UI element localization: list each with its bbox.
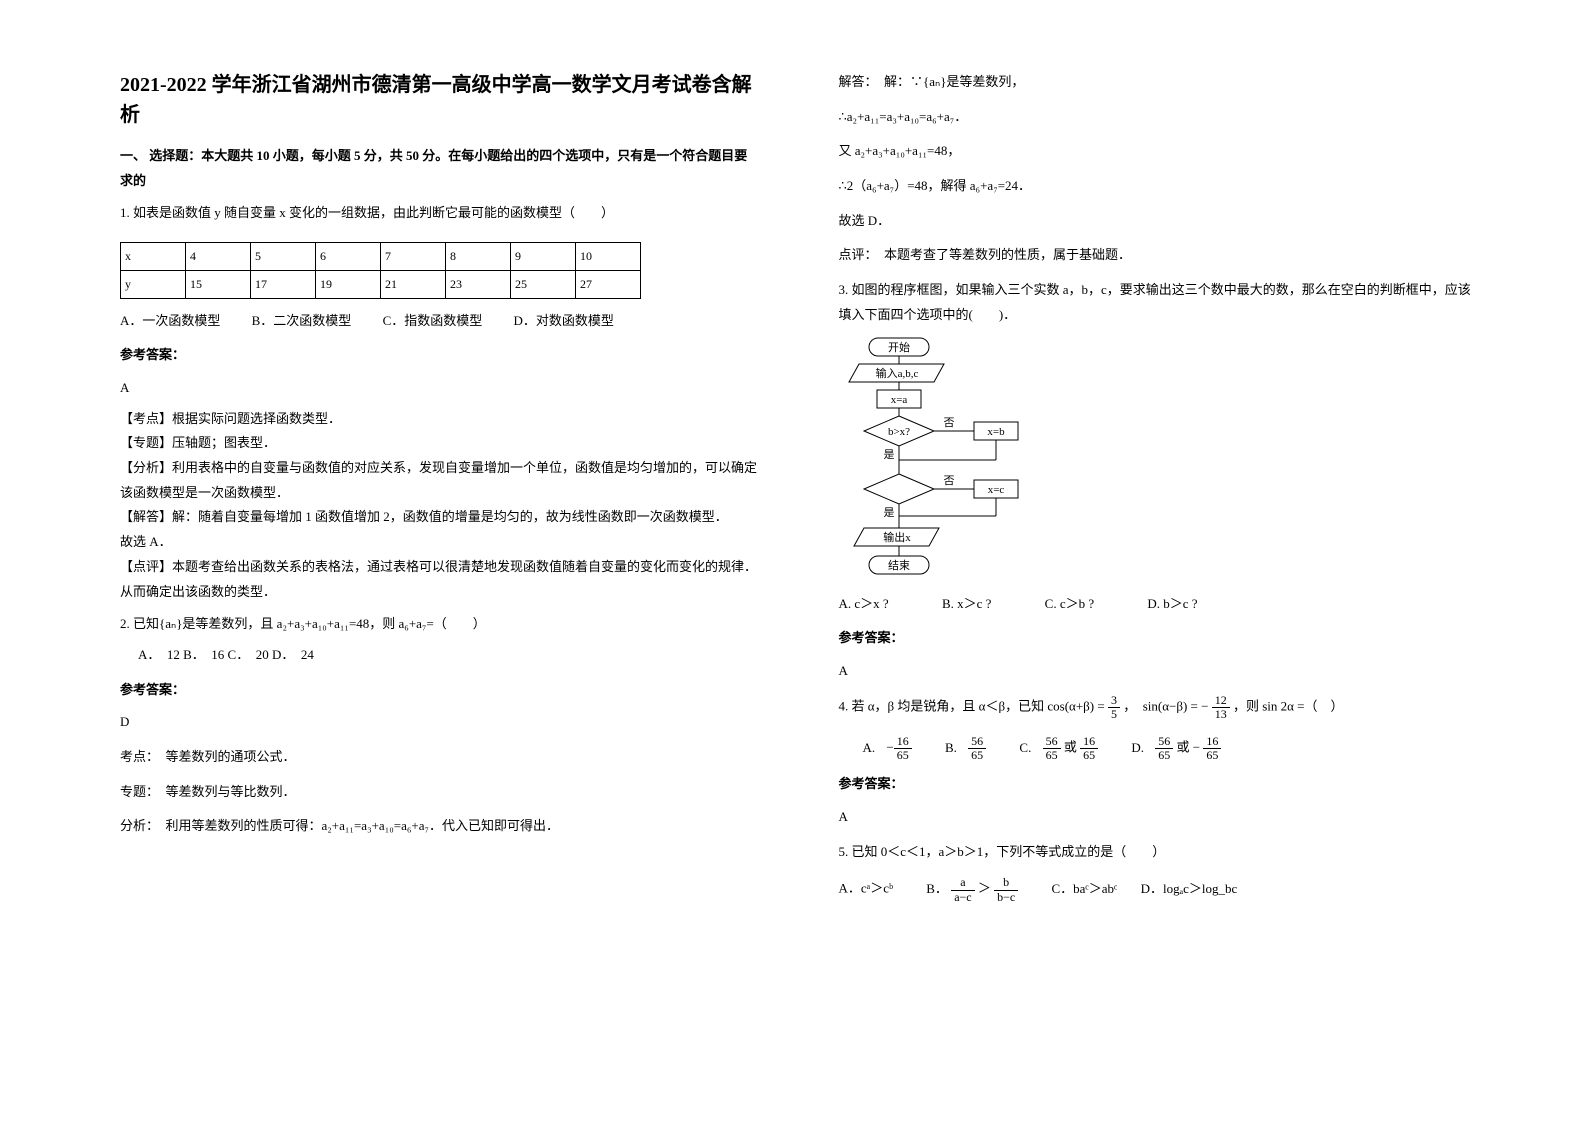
sol2-5: 点评： 本题考查了等差数列的性质，属于基础题． — [839, 243, 1478, 268]
answer-label: 参考答案： — [839, 626, 1478, 651]
sol2-4: 故选 D． — [839, 209, 1478, 234]
section-header: 一、 选择题：本大题共 10 小题，每小题 5 分，共 50 分。在每小题给出的… — [120, 144, 759, 193]
svg-text:输入a,b,c: 输入a,b,c — [875, 366, 918, 380]
svg-text:b>x?: b>x? — [887, 426, 909, 438]
q2-line-1: 专题： 等差数列与等比数列． — [120, 780, 759, 805]
q1-exp-3: 【解答】解：随着自变量每增加 1 函数值增加 2，函数值的增量是均匀的，故为线性… — [120, 505, 759, 530]
q4-options: A. −1665 B. 5665 C. 5665 或 1665 D. 5665 … — [839, 735, 1478, 762]
flowchart: 开始 输入a,b,c x=a b>x? x=b x=c 输出x 结束 是 否 是… — [839, 336, 1478, 586]
q1-exp-1: 【专题】压轴题；图表型． — [120, 431, 759, 456]
q1-exp-2: 【分析】利用表格中的自变量与函数值的对应关系，发现自变量增加一个单位，函数值是均… — [120, 456, 759, 505]
q2-answer: D — [120, 710, 759, 735]
q1-answer: A — [120, 376, 759, 401]
svg-text:x=b: x=b — [987, 426, 1005, 438]
q3-stem: 3. 如图的程序框图，如果输入三个实数 a，b，c，要求输出这三个数中最大的数，… — [839, 278, 1478, 327]
sol2-0: 解答： 解：∵{aₙ}是等差数列， — [839, 70, 1478, 95]
q1-exp-4: 故选 A． — [120, 530, 759, 555]
q1-stem: 1. 如表是函数值 y 随自变量 x 变化的一组数据，由此判断它最可能的函数模型… — [120, 201, 759, 226]
svg-text:是: 是 — [883, 506, 894, 519]
table-row: x 4 5 6 7 8 9 10 — [121, 243, 641, 271]
sol2-2: 又 a₂+a₃+a₁₀+a₁₁=48， — [839, 139, 1478, 164]
q3-options: A. c＞x ? B. x＞c ? C. c＞b ? D. b＞c ? — [839, 592, 1478, 617]
q1-exp-5: 【点评】本题考查给出函数关系的表格法，通过表格可以很清楚地发现函数值随着自变量的… — [120, 555, 759, 604]
table-row: y 15 17 19 21 23 25 27 — [121, 270, 641, 298]
q2-options: A． 12 B． 16 C． 20 D． 24 — [138, 643, 759, 668]
q1-options: A．一次函数模型 B．二次函数模型 C．指数函数模型 D．对数函数模型 — [120, 309, 759, 334]
answer-label: 参考答案： — [120, 343, 759, 368]
svg-text:是: 是 — [883, 448, 894, 461]
q5-stem: 5. 已知 0＜c＜1，a＞b＞1，下列不等式成立的是（ ） — [839, 840, 1478, 865]
q1-table: x 4 5 6 7 8 9 10 y 15 17 19 21 23 25 27 — [120, 242, 641, 299]
q2-stem: 2. 已知{aₙ}是等差数列，且 a₂+a₃+a₁₀+a₁₁=48，则 a₆+a… — [120, 612, 759, 637]
q4-stem: 4. 若 α，β 均是锐角，且 α＜β，已知 cos(α+β) = 35 ， s… — [839, 694, 1478, 721]
svg-text:x=a: x=a — [890, 394, 907, 406]
q1-exp-0: 【考点】根据实际问题选择函数类型． — [120, 407, 759, 432]
answer-label: 参考答案： — [120, 678, 759, 703]
svg-text:x=c: x=c — [987, 484, 1004, 496]
sol2-1: ∴a₂+a₁₁=a₃+a₁₀=a₆+a₇． — [839, 105, 1478, 130]
q3-answer: A — [839, 659, 1478, 684]
svg-text:结束: 结束 — [888, 559, 910, 572]
q2-line-0: 考点： 等差数列的通项公式． — [120, 745, 759, 770]
answer-label: 参考答案： — [839, 772, 1478, 797]
svg-text:开始: 开始 — [888, 340, 910, 354]
sol2-3: ∴2（a₆+a₇）=48，解得 a₆+a₇=24． — [839, 174, 1478, 199]
q4-answer: A — [839, 805, 1478, 830]
q2-line-2: 分析： 利用等差数列的性质可得：a₂+a₁₁=a₃+a₁₀=a₆+a₇．代入已知… — [120, 814, 759, 839]
svg-text:否: 否 — [943, 417, 954, 429]
svg-text:输出x: 输出x — [883, 530, 911, 544]
q5-options: A．cᵃ＞cᵇ B． a a−c ＞ b b−c C．baᶜ＞abᶜ D．log… — [839, 876, 1478, 903]
svg-text:否: 否 — [943, 475, 954, 487]
page-title: 2021-2022 学年浙江省湖州市德清第一高级中学高一数学文月考试卷含解析 — [120, 70, 759, 130]
